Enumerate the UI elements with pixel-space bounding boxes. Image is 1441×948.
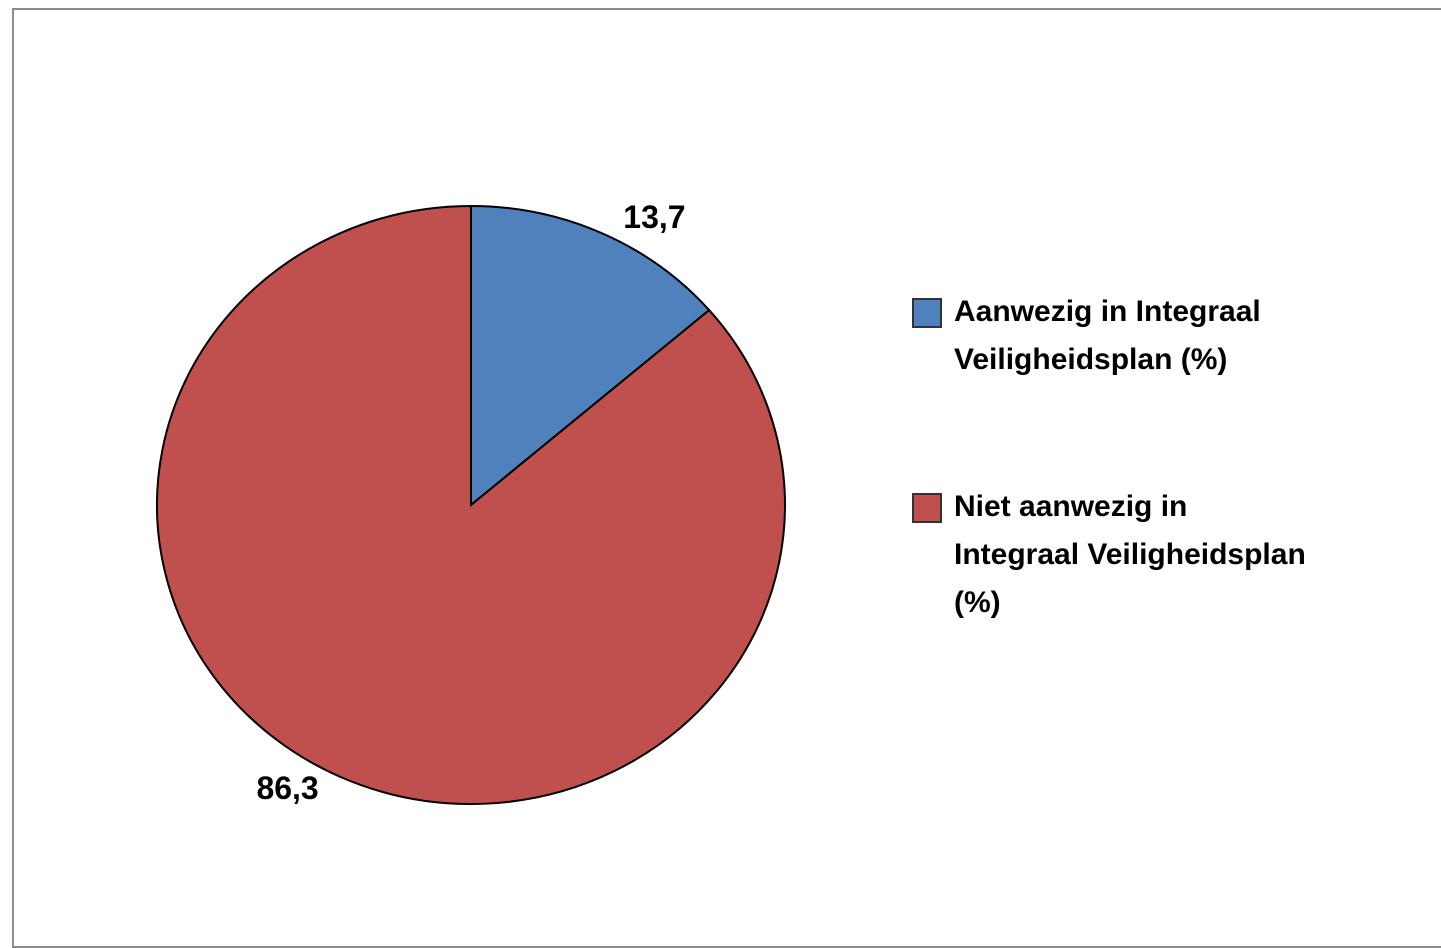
legend-item: Aanwezig in Integraal Veiligheidsplan (%… xyxy=(910,288,1340,384)
legend-swatch xyxy=(912,298,942,328)
legend-label: Niet aanwezig in Integraal Veiligheidspl… xyxy=(954,490,1306,619)
data-label: 13,7 xyxy=(623,199,685,235)
legend-label: Aanwezig in Integraal Veiligheidsplan (%… xyxy=(954,295,1261,376)
legend-swatch xyxy=(912,493,942,523)
pie-slice xyxy=(470,204,711,508)
pie-slice xyxy=(156,204,786,805)
legend-item: Niet aanwezig in Integraal Veiligheidspl… xyxy=(910,483,1340,627)
data-label: 86,3 xyxy=(256,770,318,806)
